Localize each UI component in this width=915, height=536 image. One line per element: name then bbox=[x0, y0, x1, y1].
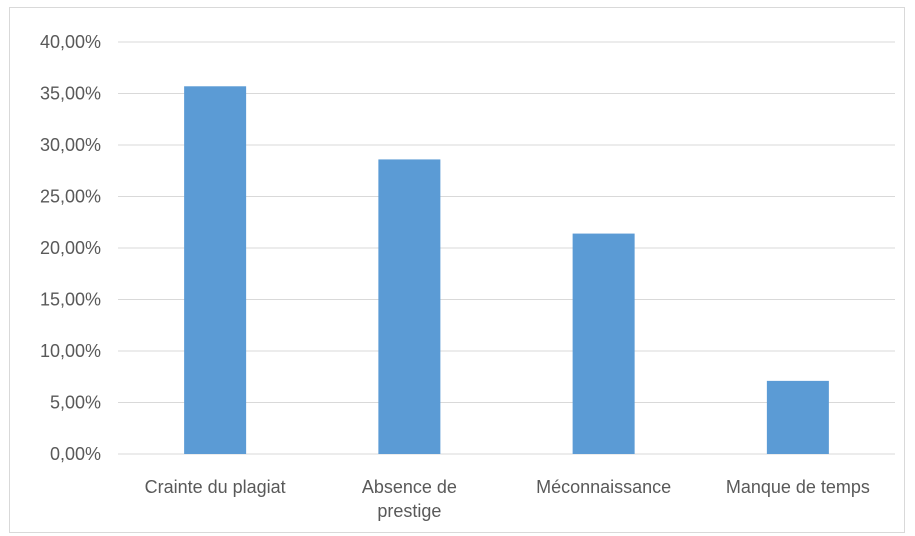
chart-area bbox=[9, 7, 905, 533]
y-tick-label: 30,00% bbox=[40, 135, 101, 155]
bars bbox=[184, 86, 829, 455]
y-tick-label: 0,00% bbox=[50, 444, 101, 464]
y-tick-label: 25,00% bbox=[40, 187, 101, 207]
x-tick-label: Crainte du plagiat bbox=[145, 477, 286, 497]
x-tick-label: Manque de temps bbox=[726, 477, 870, 497]
y-tick-label: 5,00% bbox=[50, 393, 101, 413]
y-axis: 0,00% 5,00% 10,00% 15,00% 20,00% 25,00% 30,00%… bbox=[40, 32, 101, 464]
x-tick-label: Absence de prestige bbox=[362, 477, 457, 521]
gridlines bbox=[118, 41, 895, 455]
y-tick-label: 10,00% bbox=[40, 341, 101, 361]
bar bbox=[766, 380, 829, 454]
y-tick-label: 15,00% bbox=[40, 290, 101, 310]
y-tick-label: 40,00% bbox=[40, 32, 101, 52]
bar bbox=[572, 233, 635, 454]
x-axis: Crainte du plagiat Absence de prestige Méco… bbox=[145, 477, 870, 521]
y-tick-label: 35,00% bbox=[40, 84, 101, 104]
x-tick-label: Méconnaissance bbox=[536, 477, 671, 497]
bar bbox=[184, 86, 247, 454]
y-tick-label: 20,00% bbox=[40, 238, 101, 258]
bar bbox=[378, 159, 441, 455]
